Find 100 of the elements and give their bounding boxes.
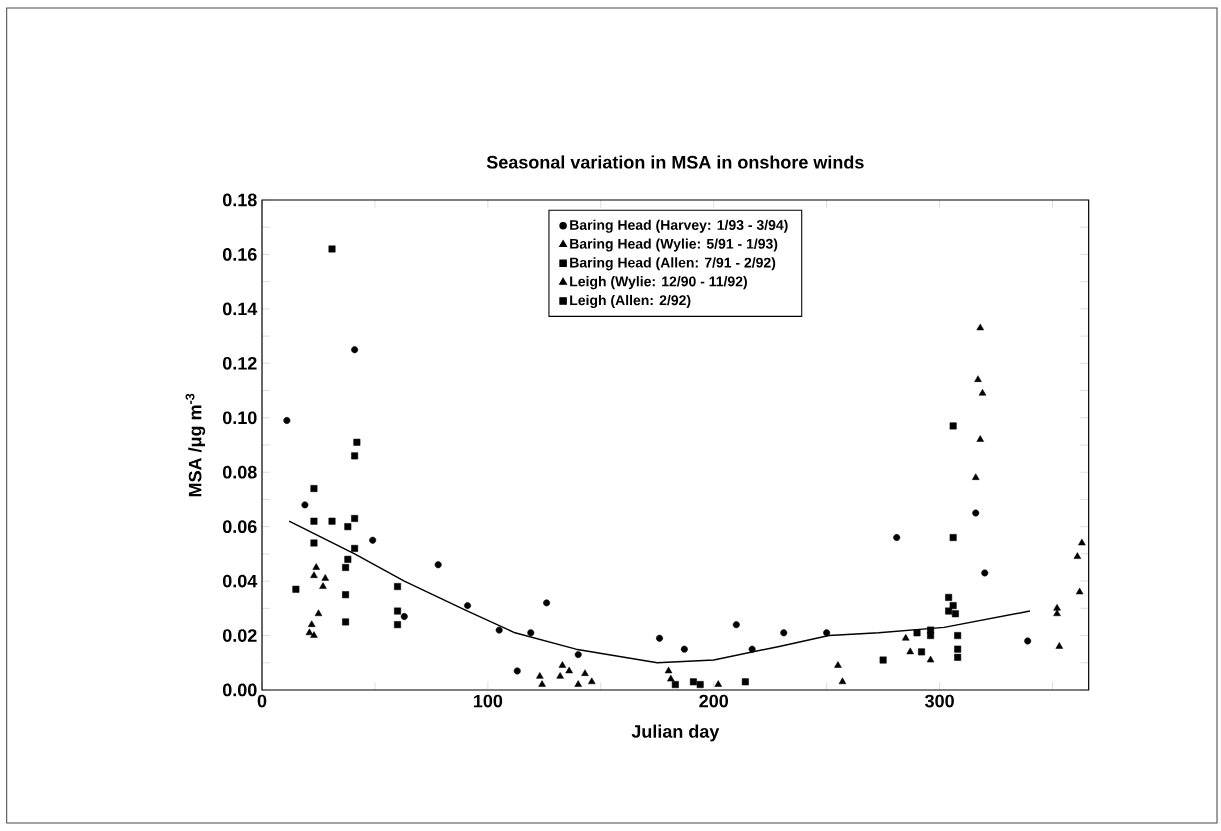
point xyxy=(927,632,935,640)
point xyxy=(838,677,847,685)
point xyxy=(319,582,327,589)
y-tick-label: 0.08 xyxy=(222,465,257,479)
point xyxy=(945,607,953,615)
point xyxy=(565,666,573,674)
point xyxy=(312,563,320,570)
point xyxy=(906,647,914,655)
point xyxy=(913,629,921,637)
point xyxy=(394,607,401,615)
point xyxy=(667,674,675,682)
point xyxy=(949,422,957,430)
point xyxy=(536,672,544,679)
point xyxy=(292,585,300,593)
point xyxy=(394,583,401,591)
point xyxy=(342,618,350,626)
point xyxy=(543,599,551,607)
legend-label: Leigh (Wylie: 12/90 - 11/92) xyxy=(570,276,747,290)
point xyxy=(344,555,352,563)
point xyxy=(834,661,842,668)
point xyxy=(949,602,957,610)
point xyxy=(1055,642,1064,649)
point xyxy=(310,517,318,525)
point xyxy=(574,680,582,687)
point xyxy=(978,389,987,396)
point xyxy=(321,574,329,581)
point xyxy=(558,661,567,668)
point xyxy=(328,517,336,525)
point xyxy=(1073,552,1082,559)
legend-label: Leigh (Allen: 2/92) xyxy=(570,294,691,309)
point xyxy=(351,515,359,522)
point xyxy=(664,666,673,674)
point xyxy=(301,501,309,509)
point xyxy=(780,629,788,637)
point xyxy=(893,534,901,542)
point xyxy=(954,632,962,640)
point xyxy=(307,620,316,627)
point xyxy=(926,655,935,663)
point xyxy=(951,610,959,618)
point xyxy=(1075,587,1084,595)
chart-title: Seasonal variation in MSA in onshore winds xyxy=(486,155,864,169)
point xyxy=(949,534,957,542)
point xyxy=(879,656,887,664)
x-tick-label: 100 xyxy=(473,694,503,708)
point xyxy=(823,629,831,637)
point xyxy=(574,651,582,659)
point xyxy=(748,645,756,653)
point xyxy=(1053,604,1061,611)
point xyxy=(954,653,962,661)
point xyxy=(976,435,984,442)
y-tick-label: 0.14 xyxy=(222,302,258,316)
point xyxy=(741,678,749,686)
point xyxy=(328,245,336,253)
point xyxy=(310,631,318,638)
y-tick-label: 0.02 xyxy=(222,629,257,642)
point xyxy=(981,569,989,577)
line-series xyxy=(288,520,1031,664)
point xyxy=(310,571,318,578)
x-tick-label: 0 xyxy=(257,694,267,708)
point xyxy=(918,648,925,656)
y-axis-title: MSA /μg m$^{-3}$ xyxy=(185,393,206,497)
point xyxy=(680,645,688,653)
point xyxy=(972,509,980,517)
y-tick-label: 0.06 xyxy=(222,520,257,534)
y-tick-label: 0.18 xyxy=(222,193,257,207)
point xyxy=(513,667,521,675)
point xyxy=(310,539,318,547)
point xyxy=(954,645,962,653)
point xyxy=(588,677,596,685)
x-axis-title: Julian day xyxy=(631,724,720,742)
point xyxy=(369,536,377,544)
point xyxy=(538,680,546,687)
point xyxy=(310,485,318,493)
point xyxy=(656,634,663,642)
point xyxy=(434,561,442,569)
point xyxy=(394,621,401,629)
point xyxy=(974,375,982,382)
point xyxy=(342,564,350,571)
y-tick-label: 0.10 xyxy=(222,411,257,425)
point xyxy=(671,681,679,689)
point xyxy=(689,678,697,686)
point xyxy=(344,523,352,531)
point xyxy=(696,681,704,689)
y-tick-label: 0.16 xyxy=(222,248,257,261)
point xyxy=(1053,609,1061,617)
point xyxy=(351,544,359,552)
point xyxy=(1024,637,1032,645)
point xyxy=(400,613,408,620)
point xyxy=(464,602,472,610)
x-tick-label: 200 xyxy=(699,694,729,708)
x-tick-label: 300 xyxy=(925,694,954,708)
point xyxy=(556,672,564,679)
point xyxy=(976,323,984,331)
y-tick-label: 0.04 xyxy=(222,574,258,588)
point xyxy=(527,629,535,637)
point xyxy=(283,417,291,424)
point xyxy=(351,452,359,460)
point xyxy=(495,626,503,634)
point xyxy=(581,669,589,676)
point xyxy=(732,621,740,629)
